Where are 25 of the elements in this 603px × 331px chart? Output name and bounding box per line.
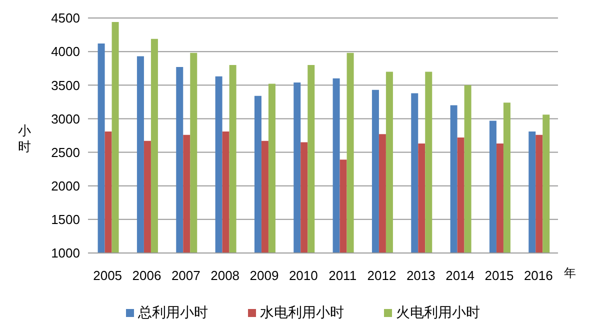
- x-axis-title: 年: [564, 265, 576, 282]
- x-tick-label: 2015: [484, 268, 514, 284]
- x-tick-label: 2010: [288, 268, 318, 284]
- y-tick-label: 2000: [51, 178, 80, 194]
- y-tick-label: 1000: [51, 246, 80, 261]
- x-tick-label: 2012: [367, 268, 396, 284]
- x-tick-label: 2011: [328, 268, 357, 284]
- y-tick-label: 3000: [51, 111, 80, 126]
- y-axis-title: 小时: [18, 123, 32, 155]
- y-tick-label: 2500: [51, 144, 80, 160]
- x-tick-label: 2008: [210, 268, 240, 284]
- y-tick-label: 1500: [51, 212, 80, 228]
- x-tick-label: 2005: [93, 268, 122, 284]
- x-tick-label: 2007: [171, 268, 200, 284]
- x-tick-label: 2016: [524, 268, 553, 284]
- x-tick-label: 2009: [250, 268, 279, 284]
- x-tick-label: 2014: [446, 268, 475, 284]
- legend-label: 总利用小时: [137, 304, 208, 322]
- y-tick-label: 4000: [51, 44, 80, 60]
- legend-label: 火电利用小时: [395, 304, 480, 322]
- x-tick-label: 2006: [132, 268, 162, 284]
- y-tick-label: 3500: [51, 78, 80, 93]
- legend-label: 水电利用小时: [259, 304, 344, 322]
- y-tick-label: 4500: [51, 10, 80, 26]
- x-tick-label: 2013: [406, 268, 436, 284]
